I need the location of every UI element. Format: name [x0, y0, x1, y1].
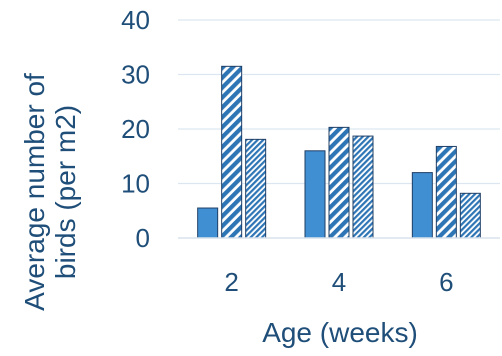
bar-6-series-3: [459, 192, 481, 239]
bar-6-series-1: [411, 172, 433, 239]
bar-2-series-1: [197, 207, 219, 239]
bar-4-series-3: [352, 135, 374, 239]
y-axis-ticks: 0 10 20 30 40: [121, 5, 150, 253]
y-tick-label: 30: [121, 60, 150, 90]
x-tick-label: 2: [224, 267, 238, 297]
bar-2-series-2: [221, 65, 243, 239]
x-tick-label: 4: [332, 267, 346, 297]
bars: [197, 65, 481, 239]
y-tick-label: 0: [136, 223, 150, 253]
x-tick-label: 6: [439, 267, 453, 297]
bar-6-series-2: [435, 145, 457, 239]
bar-2-series-3: [245, 138, 267, 239]
x-axis-ticks: 2 4 6: [224, 267, 453, 297]
y-tick-label: 40: [121, 5, 150, 35]
y-tick-label: 20: [121, 114, 150, 144]
y-tick-label: 10: [121, 169, 150, 199]
bar-4-series-2: [328, 126, 350, 239]
y-axis-label-line-2: birds (per m2): [50, 105, 81, 279]
y-axis-label-line-1: Average number of: [19, 73, 50, 311]
bar-4-series-1: [304, 150, 326, 239]
x-axis-label: Age (weeks): [262, 317, 418, 348]
y-axis-label: Average number of birds (per m2): [19, 73, 81, 311]
